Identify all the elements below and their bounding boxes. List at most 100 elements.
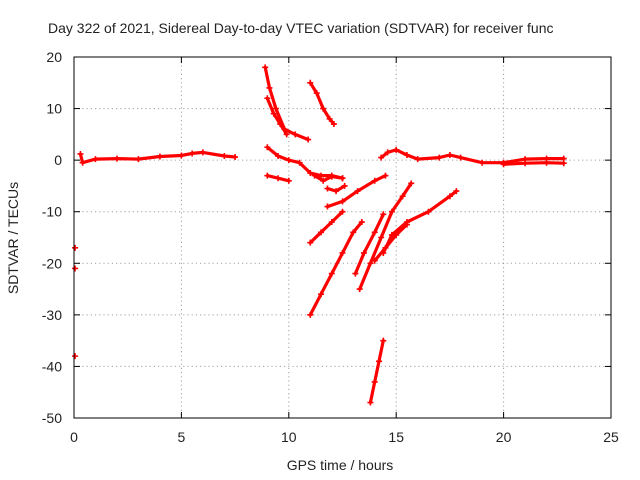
data-point xyxy=(333,188,340,195)
data-point xyxy=(378,234,385,241)
data-point xyxy=(399,193,406,200)
data-point xyxy=(275,153,282,160)
y-tick-label: 10 xyxy=(46,101,62,117)
series-low-9h xyxy=(264,172,292,184)
series-long-rise xyxy=(307,219,365,318)
series-line xyxy=(263,65,310,142)
series-steep-9h xyxy=(264,95,290,138)
data-point xyxy=(457,154,464,161)
data-point xyxy=(264,172,271,179)
series-rise-15h xyxy=(380,188,460,256)
data-point xyxy=(232,154,239,161)
data-point xyxy=(371,229,378,236)
data-point xyxy=(113,155,120,162)
data-point xyxy=(72,244,79,251)
y-tick-label: -50 xyxy=(42,410,62,426)
data-point xyxy=(272,105,279,112)
data-point xyxy=(92,156,99,163)
data-point xyxy=(479,159,486,166)
series-rise-11h xyxy=(307,208,346,246)
series-rise-13h-b xyxy=(356,180,415,293)
data-point xyxy=(403,151,410,158)
data-point xyxy=(307,239,314,246)
data-point xyxy=(380,249,387,256)
data-traces xyxy=(72,64,567,406)
series-line xyxy=(373,223,409,263)
series-rise-13h xyxy=(352,211,387,277)
data-point xyxy=(199,149,206,156)
tick-labels: 0 5 10 15 20 25 20 10 0 -10 -20 -30 -40 -50 xyxy=(42,49,619,445)
series-baseline-late xyxy=(378,146,567,166)
data-point xyxy=(324,185,331,192)
data-point xyxy=(436,154,443,161)
chart-title: Day 322 of 2021, Sidereal Day-to-day VTE… xyxy=(48,20,554,36)
series-short-12h xyxy=(324,182,348,195)
data-point xyxy=(356,286,363,293)
data-point xyxy=(376,358,383,365)
data-point xyxy=(414,156,421,163)
data-point xyxy=(77,150,84,157)
series-line xyxy=(308,210,345,245)
data-point xyxy=(328,173,335,180)
series-isolated xyxy=(72,244,79,360)
data-point xyxy=(543,159,550,166)
data-point xyxy=(339,198,346,205)
series-rise-12h xyxy=(324,172,389,210)
series-bottom xyxy=(367,337,387,406)
data-point xyxy=(221,153,228,160)
data-point xyxy=(393,146,400,153)
y-tick-label: 0 xyxy=(54,152,62,168)
data-point xyxy=(446,151,453,158)
data-point xyxy=(283,131,290,138)
plot-frame xyxy=(73,56,612,419)
y-tick-label: 20 xyxy=(46,49,62,65)
data-point xyxy=(403,219,410,226)
x-tick-label: 25 xyxy=(603,429,619,445)
series-line xyxy=(353,212,385,276)
data-point xyxy=(380,211,387,218)
data-point xyxy=(560,160,567,167)
data-point xyxy=(358,219,365,226)
data-point xyxy=(339,249,346,256)
data-point xyxy=(384,149,391,156)
data-point xyxy=(350,229,357,236)
data-point xyxy=(326,115,333,122)
data-point xyxy=(305,136,312,143)
data-point xyxy=(285,157,292,164)
data-point xyxy=(307,170,314,177)
data-point xyxy=(72,353,79,360)
series-mid-11h xyxy=(311,172,346,184)
data-point xyxy=(264,144,271,151)
data-point xyxy=(72,265,79,272)
data-point xyxy=(270,110,277,117)
series-baseline-early xyxy=(77,149,239,166)
data-point xyxy=(378,154,385,161)
data-point xyxy=(380,337,387,344)
data-point xyxy=(189,150,196,157)
data-point xyxy=(266,84,273,91)
series-line xyxy=(379,148,566,165)
y-tick-label: -30 xyxy=(42,307,62,323)
data-point xyxy=(367,260,374,267)
x-tick-label: 15 xyxy=(388,429,404,445)
data-point xyxy=(408,180,415,187)
series-line xyxy=(368,339,385,405)
data-point xyxy=(307,79,314,86)
data-point xyxy=(275,175,282,182)
data-point xyxy=(371,177,378,184)
series-line xyxy=(358,181,413,291)
data-point xyxy=(341,182,348,189)
data-point xyxy=(320,105,327,112)
data-point xyxy=(313,90,320,97)
data-point xyxy=(388,208,395,215)
series-line xyxy=(313,174,345,183)
data-point xyxy=(328,219,335,226)
data-point xyxy=(453,188,460,195)
series-line xyxy=(265,96,289,136)
series-late-lower xyxy=(500,159,567,168)
data-point xyxy=(328,270,335,277)
y-tick-label: -10 xyxy=(42,204,62,220)
data-point xyxy=(264,95,271,102)
data-point xyxy=(79,159,86,166)
